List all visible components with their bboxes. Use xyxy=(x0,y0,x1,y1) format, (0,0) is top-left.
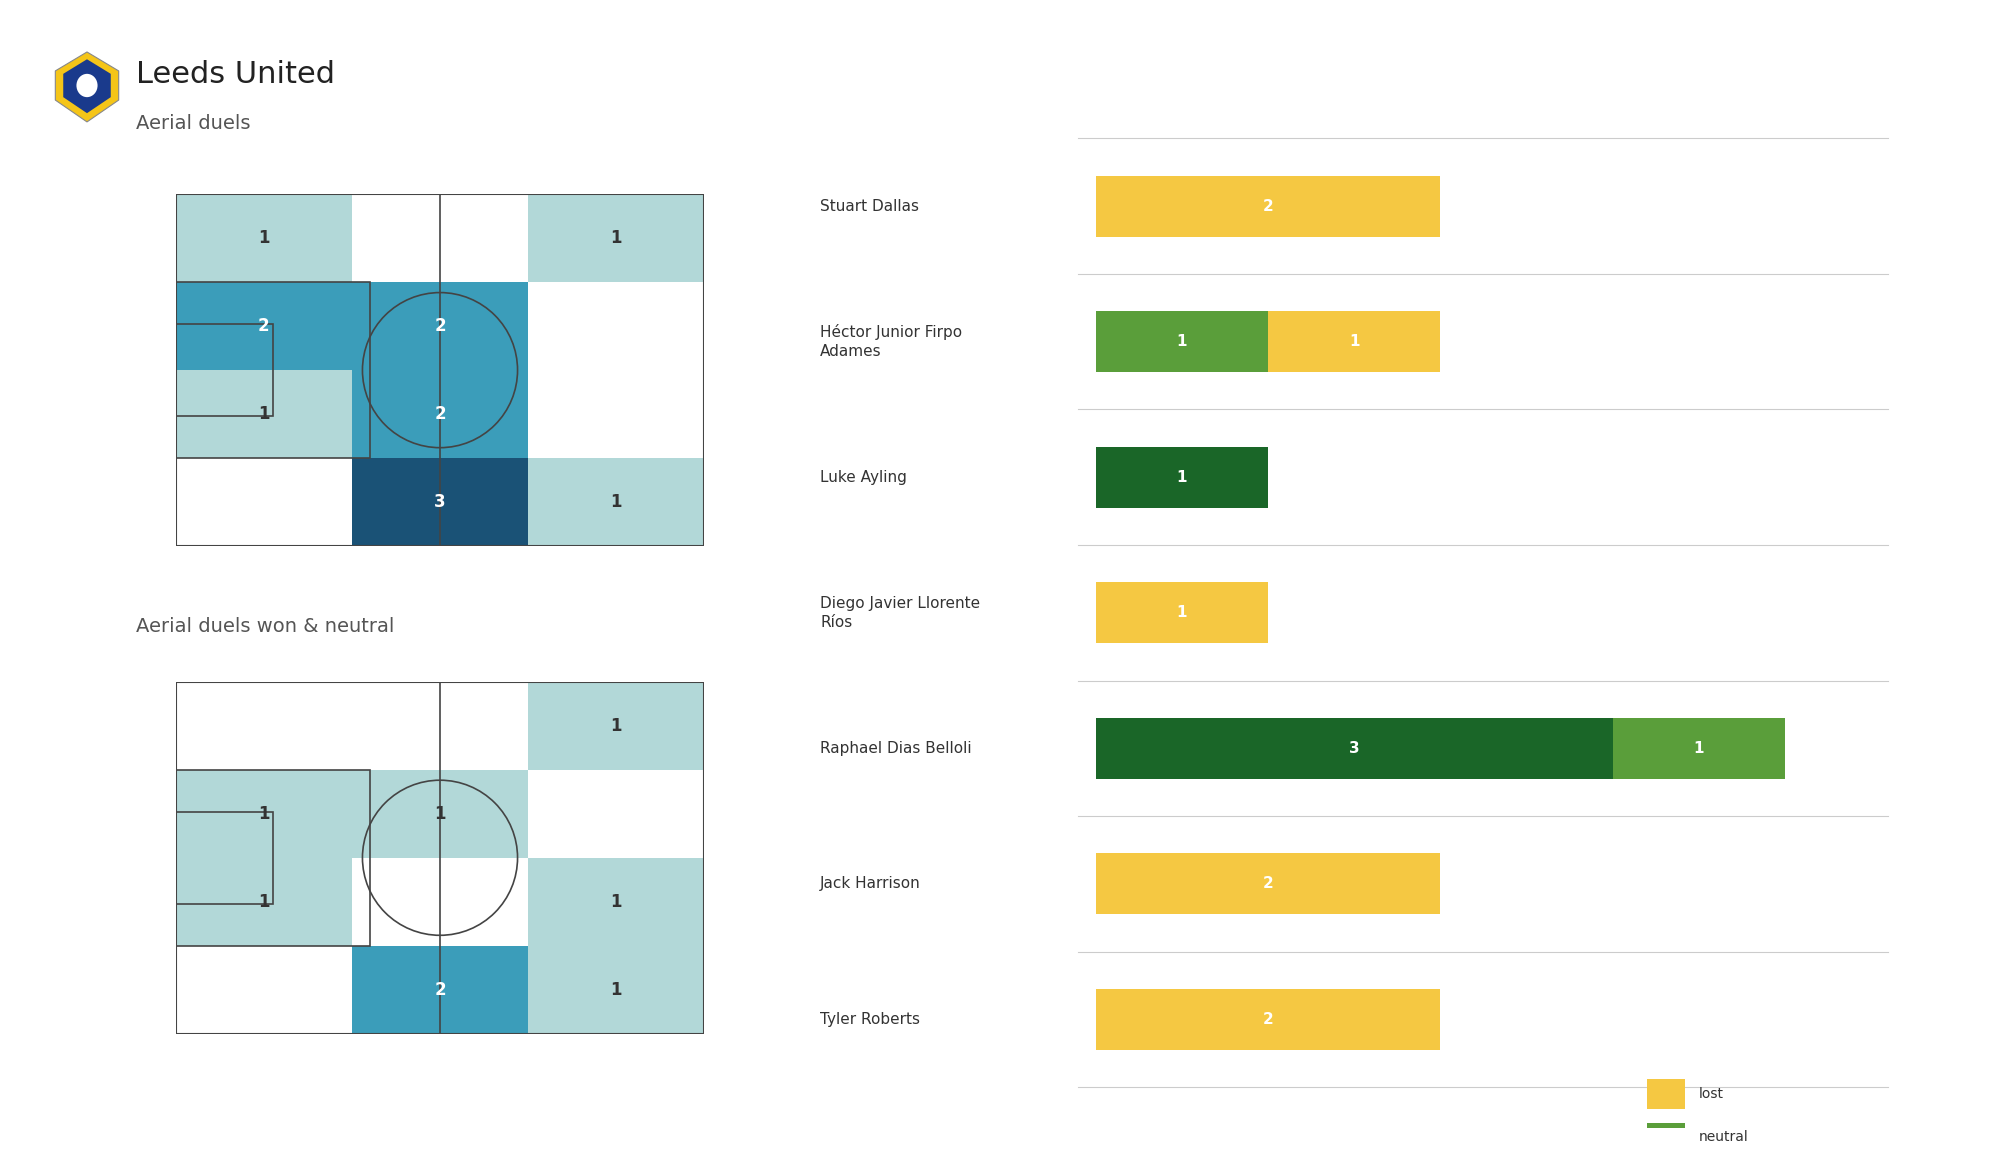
Bar xyxy=(1096,989,1440,1050)
Text: Stuart Dallas: Stuart Dallas xyxy=(820,199,920,214)
Text: 1: 1 xyxy=(1176,470,1188,485)
Text: 2: 2 xyxy=(434,405,446,423)
Circle shape xyxy=(76,74,98,98)
Text: 2: 2 xyxy=(1262,199,1274,214)
Bar xyxy=(1648,1122,1684,1153)
Text: 2: 2 xyxy=(1262,1012,1274,1027)
Bar xyxy=(352,682,528,770)
Text: 1: 1 xyxy=(258,229,270,247)
Bar xyxy=(528,370,704,458)
Text: Diego Javier Llorente
Ríos: Diego Javier Llorente Ríos xyxy=(820,596,980,630)
Text: 1: 1 xyxy=(434,805,446,822)
Bar xyxy=(528,458,704,546)
Bar xyxy=(352,458,528,546)
Bar xyxy=(352,370,528,458)
Bar xyxy=(528,682,704,770)
Bar xyxy=(176,282,370,458)
Text: 1: 1 xyxy=(1694,741,1704,756)
Bar xyxy=(1096,446,1268,508)
Bar xyxy=(176,194,352,282)
Text: 1: 1 xyxy=(258,893,270,911)
Text: 2: 2 xyxy=(434,981,446,999)
Text: 1: 1 xyxy=(1348,334,1360,349)
Bar xyxy=(352,194,528,282)
Text: 1: 1 xyxy=(258,805,270,822)
Text: 1: 1 xyxy=(610,229,622,247)
Bar xyxy=(352,946,528,1034)
Bar xyxy=(1648,1166,1684,1175)
Polygon shape xyxy=(56,52,118,122)
Text: 1: 1 xyxy=(610,717,622,734)
Text: 1: 1 xyxy=(610,893,622,911)
Bar xyxy=(352,770,528,858)
Text: 1: 1 xyxy=(258,405,270,423)
Text: 1: 1 xyxy=(1176,334,1188,349)
Text: 2: 2 xyxy=(258,317,270,335)
Bar xyxy=(352,282,528,370)
Text: Aerial duels won & neutral: Aerial duels won & neutral xyxy=(136,617,394,636)
Text: Héctor Junior Firpo
Adames: Héctor Junior Firpo Adames xyxy=(820,324,962,358)
Text: Raphael Dias Belloli: Raphael Dias Belloli xyxy=(820,741,972,756)
Bar xyxy=(176,770,370,946)
Bar xyxy=(1096,311,1268,372)
Text: Aerial duels: Aerial duels xyxy=(136,114,250,133)
Bar xyxy=(1096,853,1440,914)
Text: 1: 1 xyxy=(610,981,622,999)
Text: 2: 2 xyxy=(434,317,446,335)
Bar xyxy=(1096,583,1268,644)
Bar xyxy=(1648,1079,1684,1109)
Text: Tyler Roberts: Tyler Roberts xyxy=(820,1012,920,1027)
Bar xyxy=(528,946,704,1034)
Text: 3: 3 xyxy=(1348,741,1360,756)
Text: 3: 3 xyxy=(434,494,446,511)
Polygon shape xyxy=(64,59,110,113)
Bar xyxy=(176,458,352,546)
Text: Jack Harrison: Jack Harrison xyxy=(820,877,920,892)
Bar xyxy=(176,282,352,370)
Text: 2: 2 xyxy=(1262,877,1274,892)
Bar xyxy=(1096,718,1612,779)
Bar xyxy=(528,858,704,946)
Bar xyxy=(176,858,352,946)
Bar xyxy=(528,770,704,858)
Bar xyxy=(176,370,352,458)
Text: Luke Ayling: Luke Ayling xyxy=(820,470,906,485)
Bar xyxy=(528,194,704,282)
Text: 1: 1 xyxy=(1176,605,1188,620)
Bar xyxy=(176,812,272,904)
Bar xyxy=(176,324,272,416)
Bar xyxy=(176,682,352,770)
Bar xyxy=(176,770,352,858)
Text: neutral: neutral xyxy=(1698,1130,1748,1144)
Text: lost: lost xyxy=(1698,1087,1724,1101)
Bar xyxy=(176,946,352,1034)
Bar xyxy=(1612,718,1784,779)
Bar xyxy=(528,282,704,370)
Bar xyxy=(1096,175,1440,236)
Bar xyxy=(1268,311,1440,372)
Text: 1: 1 xyxy=(610,494,622,511)
Text: Leeds United: Leeds United xyxy=(136,60,336,88)
Bar xyxy=(352,858,528,946)
